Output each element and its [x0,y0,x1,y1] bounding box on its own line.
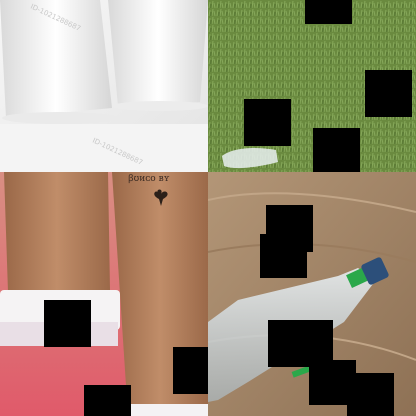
tile-white-cups: ID-1021288687 ID-1021288687 [0,0,208,208]
tile-kraft-cups: ꞵʊᴎᴄᴏ ʙʏ [0,172,208,416]
tattoo-mark [154,189,168,206]
mask [260,234,307,278]
cup-right [108,0,208,106]
white-cups-photo: ID-1021288687 ID-1021288687 [0,0,208,172]
kraft-cups-photo: ꞵʊᴎᴄᴏ ʙʏ [0,172,208,416]
kraft-cup-left [4,172,110,292]
mask [173,347,208,394]
mask [313,128,360,172]
bottle-on-grass [222,148,278,169]
mask [244,99,291,146]
mask [84,385,131,416]
mask [347,373,394,416]
tile-crushed-bottle [208,172,416,416]
mask [268,320,333,367]
mask [365,70,412,117]
mask [305,0,352,24]
bottle-cap [361,257,389,285]
mask [44,300,91,347]
cup-left [0,0,112,118]
cup-tattoo-text: ꞵʊᴎᴄᴏ ʙʏ [128,174,170,184]
tile-grass-bottle [208,0,416,208]
